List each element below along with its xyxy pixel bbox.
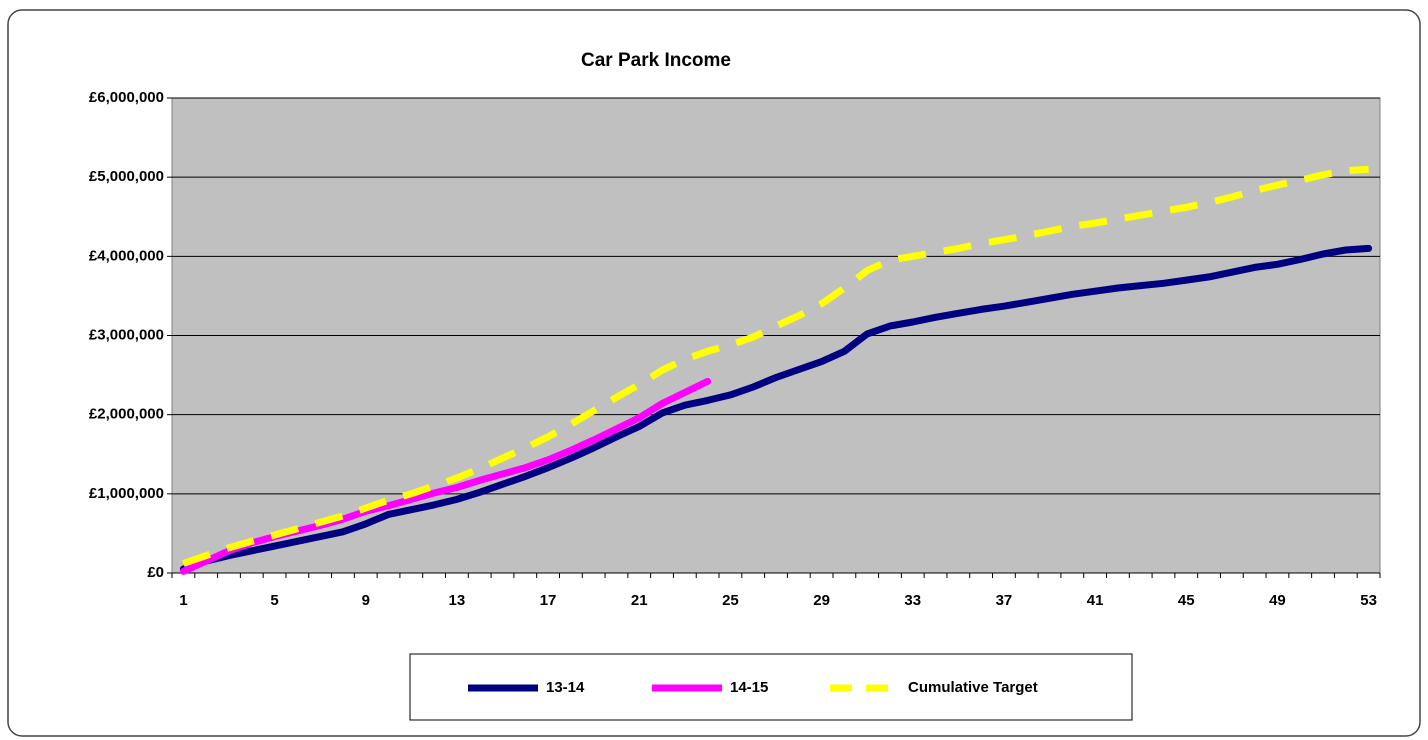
x-tick-label: 5 (270, 592, 278, 609)
x-tick-label: 45 (1178, 592, 1195, 609)
x-tick-label: 53 (1360, 592, 1377, 609)
y-tick-label: £1,000,000 (89, 485, 164, 502)
y-tick-label: £4,000,000 (89, 247, 164, 264)
y-tick-label: £0 (147, 564, 164, 581)
x-tick-label: 21 (631, 592, 648, 609)
y-tick-label: £6,000,000 (89, 89, 164, 106)
y-tick-label: £5,000,000 (89, 168, 164, 185)
x-tick-label: 13 (449, 592, 466, 609)
x-tick-label: 1 (179, 592, 187, 609)
x-tick-label: 17 (540, 592, 557, 609)
x-tick-label: 29 (813, 592, 830, 609)
series-line (179, 244, 1373, 573)
legend-label: 14-15 (730, 679, 768, 696)
x-tick-label: 49 (1269, 592, 1286, 609)
series-line (182, 165, 1369, 567)
x-tick-label: 25 (722, 592, 739, 609)
x-tick-label: 9 (362, 592, 370, 609)
x-tick-label: 41 (1087, 592, 1104, 609)
series-line (179, 377, 712, 575)
chart-title: Car Park Income (581, 50, 731, 71)
legend-label: Cumulative Target (908, 679, 1038, 696)
legend-label: 13-14 (546, 679, 585, 696)
x-tick-label: 37 (996, 592, 1013, 609)
y-tick-label: £2,000,000 (89, 406, 164, 423)
x-tick-label: 33 (904, 592, 921, 609)
y-tick-label: £3,000,000 (89, 326, 164, 343)
